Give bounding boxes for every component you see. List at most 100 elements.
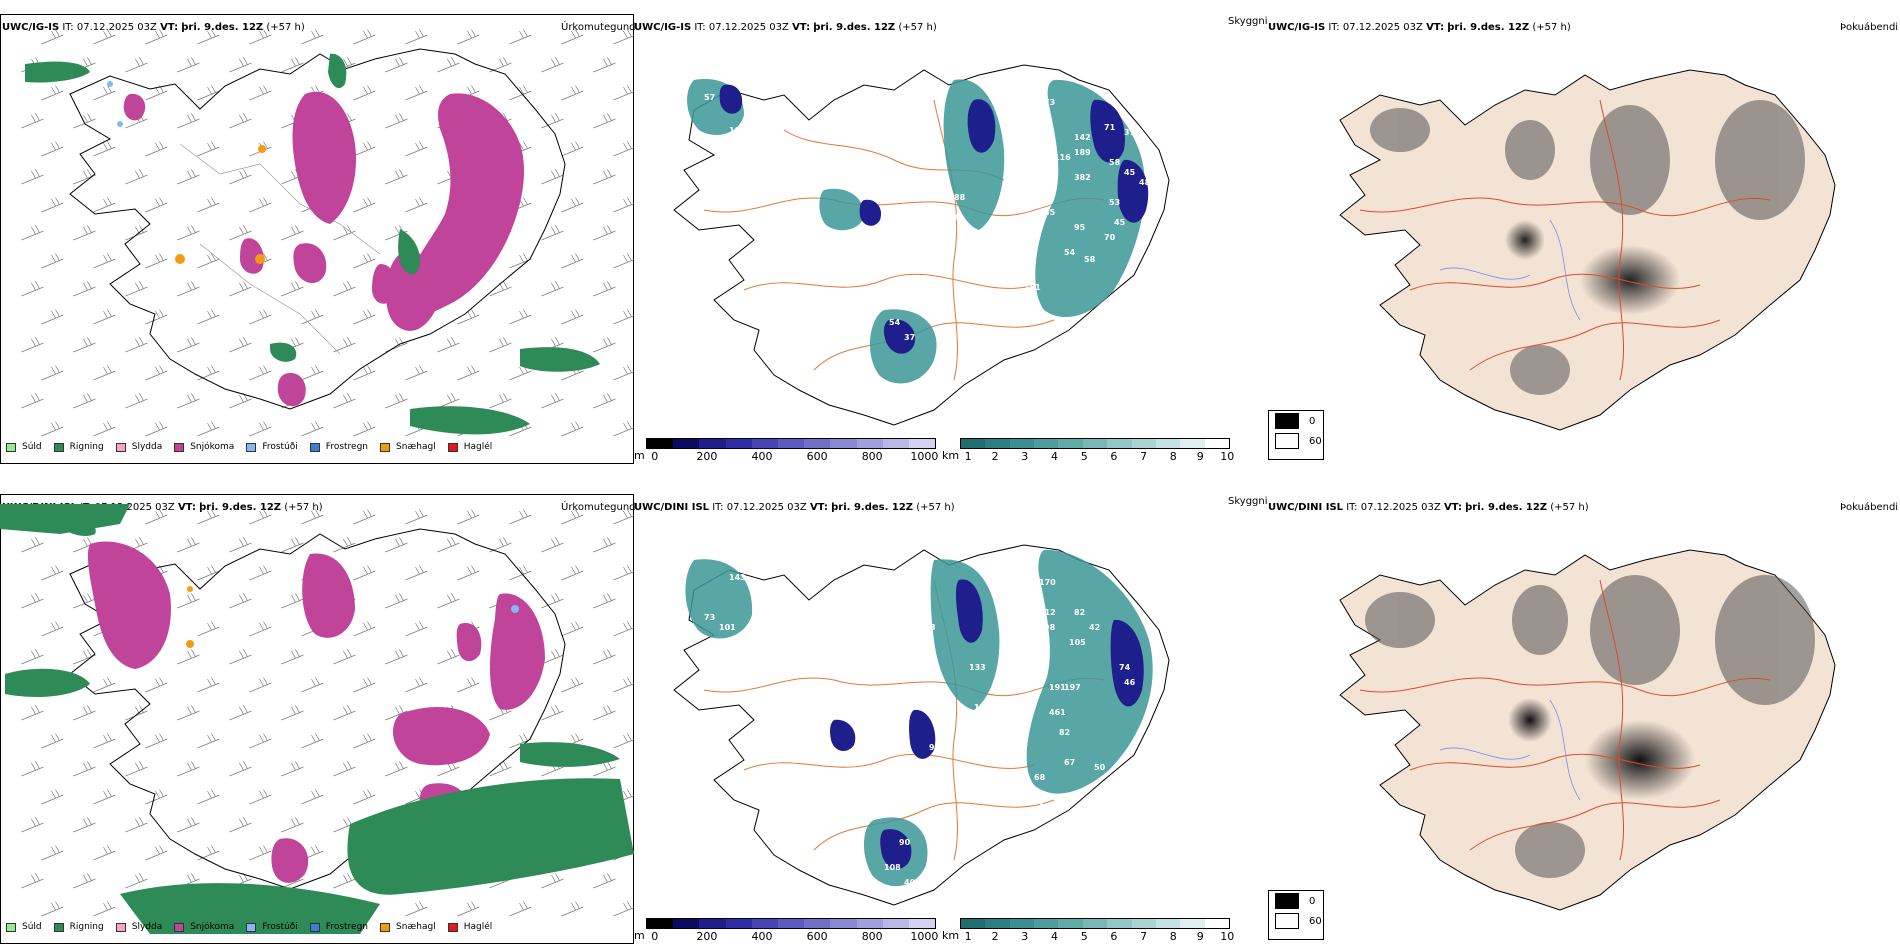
wind-barb [125, 225, 148, 241]
visibility-value-label: 461 [1049, 708, 1066, 717]
wind-barb [353, 421, 376, 437]
visibility-value-label: 68 [949, 213, 961, 222]
wind-barb [385, 337, 408, 353]
visibility-value-label: 142 [1074, 133, 1091, 142]
valid-label: VT: [1426, 22, 1445, 33]
wind-barb [593, 537, 616, 553]
wind-barb [145, 29, 168, 45]
wind-barb [457, 29, 480, 45]
wind-barb [177, 393, 200, 409]
swatch-sild [6, 442, 16, 452]
wind-barb [541, 649, 564, 665]
wind-barb [93, 733, 116, 749]
wind-barb [145, 141, 168, 157]
visibility-km-colorbar-2: km 1 2 3 4 5 6 7 8 9 10 [942, 918, 1234, 943]
wind-barb [353, 677, 376, 693]
wind-barb [197, 565, 220, 581]
wind-barb [73, 705, 96, 721]
wind-barb [405, 565, 428, 581]
visibility-value-label: 54 [889, 318, 901, 327]
wind-barb [593, 393, 616, 409]
wind-barb [613, 309, 634, 325]
model-name: UWC/DINI ISL [634, 502, 710, 513]
legend-item: Súld [6, 442, 42, 452]
wind-barb [509, 509, 532, 525]
wind-barb [437, 593, 460, 609]
visibility-m-colorbar-2: m 0 200 400 600 800 1000 [634, 918, 938, 943]
wind-barb [249, 621, 272, 637]
visibility-value-label: 146 [722, 73, 739, 82]
wind-barb [21, 705, 44, 721]
wind-barb [437, 649, 460, 665]
legend-item: Snæhagl [380, 922, 436, 932]
wind-barb [125, 169, 148, 185]
wind-barb [333, 337, 356, 353]
wind-barb [353, 197, 376, 213]
wind-barb [281, 57, 304, 73]
wind-barb [541, 169, 564, 185]
wind-barb [333, 649, 356, 665]
wind-barb [405, 29, 428, 45]
wind-barb [145, 509, 168, 525]
wind-barb [93, 901, 116, 917]
wind-barb [21, 761, 44, 777]
wind-barb [405, 85, 428, 101]
swatch-rigning [53, 442, 64, 452]
wind-barb [145, 253, 168, 269]
valid-label: VT: [792, 22, 811, 33]
fog-map-2 [1339, 549, 1836, 911]
wind-barb [593, 761, 616, 777]
visibility-value-label: 83 [929, 78, 940, 87]
wind-barb [125, 57, 148, 73]
wind-barb [593, 169, 616, 185]
row-2: UWC/DINI ISL IT: 07.12.2025 03Z VT: þri.… [0, 480, 1900, 950]
visibility-value-label: 108 [729, 126, 746, 135]
wind-barb [281, 705, 304, 721]
wind-barb [249, 845, 272, 861]
valid-label: VT: [177, 502, 196, 513]
wind-barb [177, 281, 200, 297]
visibility-value-label: 54 [1064, 248, 1076, 257]
wind-barb [229, 817, 252, 833]
model-name: UWC/IG-IS [2, 22, 60, 33]
wind-barb [353, 565, 376, 581]
wind-barb [197, 365, 220, 381]
legend-item: Frostregn [309, 922, 368, 932]
init-time: IT: 07.12.2025 03Z [694, 22, 789, 33]
legend-item: Frostúði [246, 922, 298, 932]
wind-barb [385, 537, 408, 553]
visibility-value-label: 194 [1004, 258, 1021, 267]
wind-barb [73, 113, 96, 129]
visibility-header-1: UWC/IG-IS IT: 07.12.2025 03Z VT: þri. 9.… [634, 22, 937, 34]
visibility-map-2: 7310111917143258118113103124106103108133… [673, 544, 1170, 906]
wind-barb [613, 509, 634, 525]
fog-swatch-white [1275, 433, 1299, 449]
wind-barb [21, 817, 44, 833]
legend-item: Súld [6, 922, 42, 932]
visibility-value-label: 73 [1044, 98, 1055, 107]
lead-time: (+57 h) [1532, 22, 1571, 33]
wind-barb [41, 29, 64, 45]
wind-barb [41, 421, 64, 437]
visibility-value-label: 170 [1039, 578, 1056, 587]
wind-barb [541, 281, 564, 297]
wind-barb [177, 169, 200, 185]
swatch-frostregn [309, 442, 320, 452]
valid-label: VT: [1443, 502, 1462, 513]
wind-barb [541, 873, 564, 889]
visibility-value-label: 73 [704, 613, 715, 622]
wind-barb [21, 281, 44, 297]
init-time: IT: 07.12.2025 03Z [712, 502, 807, 513]
fog-title-1: Þokuábendi [1840, 22, 1899, 33]
visibility-value-label: 95 [804, 95, 816, 104]
wind-barb [125, 337, 148, 353]
wind-barb [561, 621, 584, 637]
visibility-value-label: 67 [1064, 758, 1075, 767]
wind-barb [249, 85, 272, 101]
wind-barb [405, 677, 428, 693]
wind-barb [177, 705, 200, 721]
wind-barb [41, 621, 64, 637]
visibility-value-label: 113 [929, 218, 946, 227]
wind-barb [333, 873, 356, 889]
